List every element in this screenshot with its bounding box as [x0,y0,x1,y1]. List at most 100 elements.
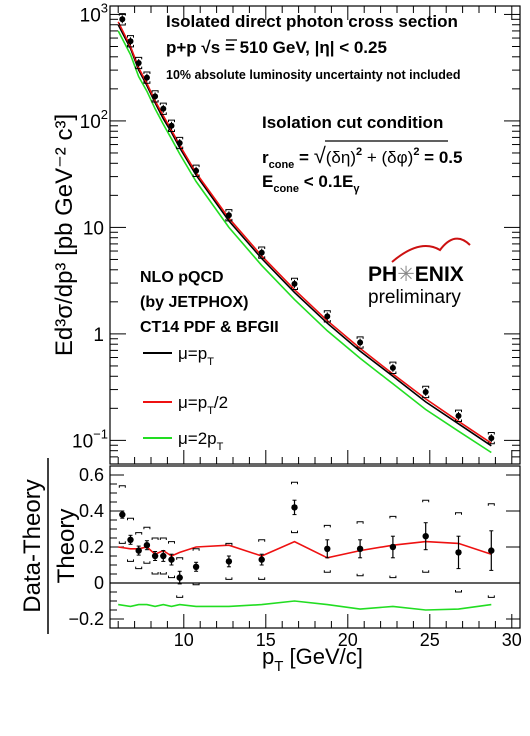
ratio-data-point [356,545,364,552]
top-sys-bracket [151,90,159,103]
top-sys-bracket [159,102,167,115]
top-sys-bracket [291,277,298,291]
legend-label-prefix: μ=2p [178,429,217,448]
ratio-sys-bracket [143,526,151,564]
ratio-curve [118,600,492,611]
ratio-data-point [291,504,298,511]
ratio-data-point [119,511,126,518]
top-data-point [135,59,142,66]
legend-label: μ=pT/2 [178,393,228,417]
top-data-point [455,412,462,419]
ratio-sys-bracket [455,512,462,593]
preliminary-label: preliminary [368,287,461,308]
theory-line-2: (by JETPHOX) [140,294,248,311]
x-tick-label: 10 [174,630,194,650]
ratio-sys-bracket [135,532,143,570]
sqrt-symbol: √ [201,38,211,57]
ratio-sys-bracket [323,524,331,573]
x-axis-label-unit: [GeV/c] [283,644,362,669]
ratio-data-point [258,556,265,563]
top-sys-bracket [422,385,430,399]
top-data-point [389,364,396,371]
phenix-logo-ph: PH [368,263,397,286]
iso-e: E [262,172,273,191]
top-sys-bracket [356,336,364,349]
isolation-title: Isolation cut condition [262,113,443,132]
ratio-sys-bracket [225,542,233,580]
isolation-r-formula: rcone = √(δη)2 + (δφ)2 = 0.5 [262,143,462,171]
top-data-point [127,38,134,45]
top-sys-bracket [258,246,266,259]
x-axis-label: pT [GeV/c] [262,644,363,675]
title-line-1: Isolated direct photon cross section [166,12,458,31]
legend-label-prefix: μ=p [178,344,207,363]
x-tick-label: 25 [420,630,440,650]
top-sys-bracket [135,56,143,70]
top-y-tick-base: 10 [80,112,101,133]
bottom-y-label-numerator: Data-Theory [19,479,46,612]
ratio-sys-bracket [356,521,364,577]
top-data-point [160,105,167,112]
top-data-point [193,167,200,174]
top-sys-bracket [323,310,331,323]
iso-r-sq2: 2 [413,146,419,158]
top-data-point [357,339,364,346]
iso-r-sub: cone [269,159,295,171]
ratio-data-point [127,536,134,543]
x-tick-label: 20 [338,630,358,650]
bottom-y-label-denominator: Theory [53,509,80,584]
legend-label: μ=pT [178,344,214,368]
ratio-data-point [455,549,462,556]
top-y-tick-exponent: 2 [101,107,108,122]
top-sys-bracket [487,431,495,445]
top-y-tick-label: 10 [83,218,104,239]
top-sys-bracket [389,361,397,374]
top-y-tick-label: 102 [80,107,108,133]
theory-curve [117,30,492,454]
legend-label-sub: T [207,405,214,417]
ratio-data-point [422,533,429,540]
legend-label-sub: T [207,356,214,368]
phenix-logo: PH✳ENIX preliminary [368,237,471,308]
title-line-2-pp: p+p [166,38,201,57]
top-data-point [258,249,265,256]
theory-curve [117,24,492,447]
x-tick-label: 30 [502,630,522,650]
phenix-logo-star: ✳ [397,263,415,286]
ratio-sys-bracket [176,557,184,598]
top-data-point [119,16,126,23]
theory-curve [117,21,492,444]
legend-label: μ=2pT [178,429,224,453]
ratio-sys-bracket [487,503,495,598]
ratio-data-point [324,545,331,552]
theory-line-1: NLO pQCD [140,269,224,286]
ratio-data-point [225,558,233,565]
ratio-sys-bracket [118,485,126,544]
top-data-point [225,212,232,219]
legend-label-suffix: /2 [214,393,228,412]
ratio-data-point [151,552,159,560]
iso-r-eq: = [294,148,313,167]
iso-r-plus: + (δφ) [362,148,413,167]
ratio-data-point [192,563,200,570]
bottom-y-tick-label: 0.4 [79,501,104,521]
ratio-data-point [135,547,142,554]
iso-r-sq1: 2 [356,146,362,158]
ratio-data-point [160,552,167,560]
bottom-y-tick-label: 0 [94,573,104,593]
phenix-logo-enix: ENIX [415,263,464,286]
bottom-y-tick-label: −0.2 [68,609,104,629]
ratio-sys-bracket [168,541,175,579]
iso-r-sqrt: √ [314,143,327,168]
top-y-tick-base: 10 [83,218,104,239]
legend-label-prefix: μ=p [178,393,207,412]
top-sys-bracket [176,136,184,150]
phenix-logo-swoosh [391,237,471,263]
x-tick-label: 15 [256,630,276,650]
top-y-tick-base: 10 [80,5,101,26]
iso-e-rest: < 0.1E [299,172,353,191]
top-data-point [143,74,150,81]
iso-r-term1: (δη) [326,148,356,167]
